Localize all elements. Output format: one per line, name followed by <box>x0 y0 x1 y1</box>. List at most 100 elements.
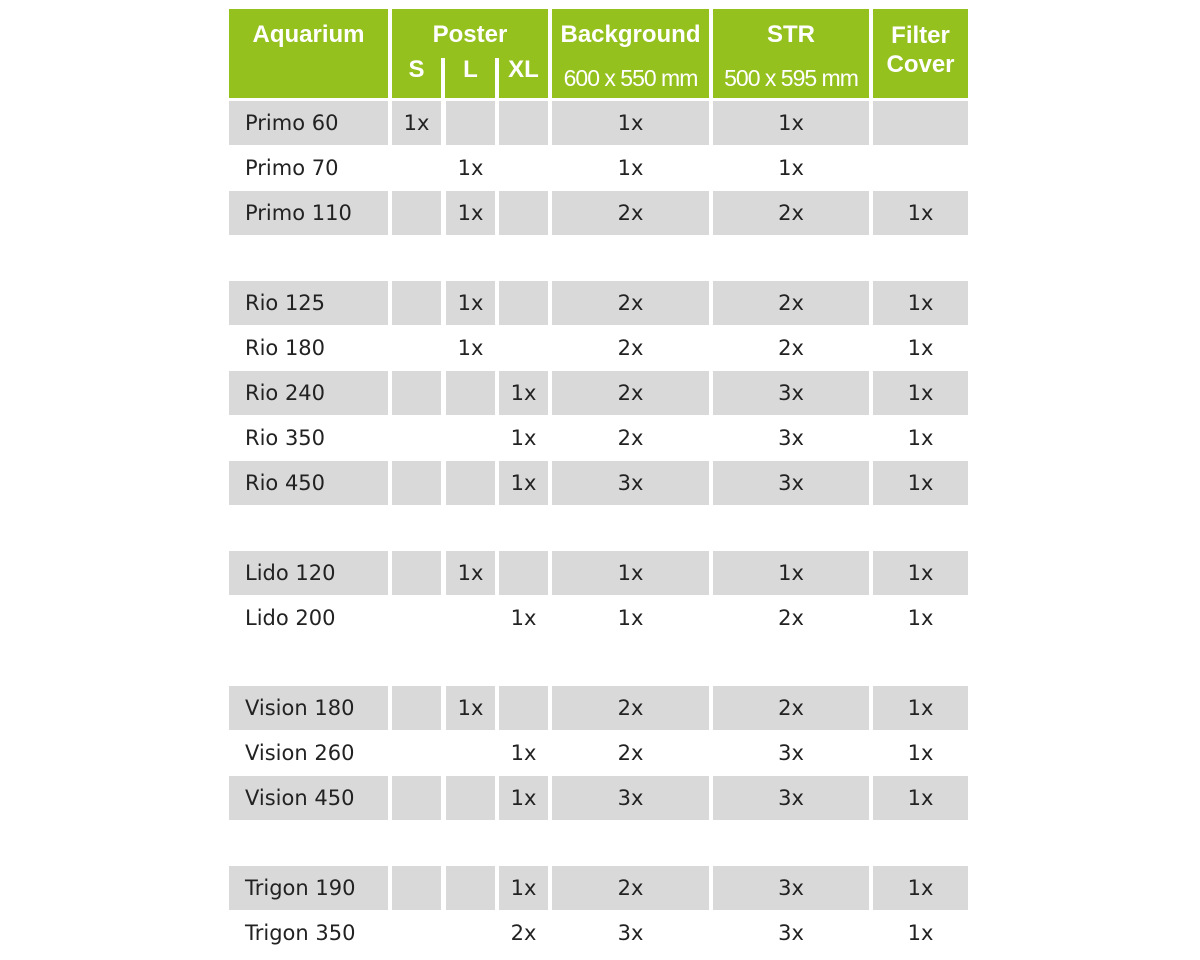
cell-xl <box>499 191 548 235</box>
header-poster: Poster <box>392 9 548 98</box>
cell-filter: 1x <box>873 371 968 415</box>
cell-l: 1x <box>446 686 495 730</box>
header-background: Background 600 x 550 mm <box>552 9 709 98</box>
cell-s <box>392 416 441 460</box>
cell-l <box>446 731 495 775</box>
cell-xl <box>499 101 548 145</box>
cell-str: 1x <box>778 156 804 180</box>
header-str-size: 500 x 595 mm <box>724 65 859 91</box>
cell-filter <box>873 101 968 145</box>
cell-background: 2x <box>552 686 709 730</box>
cell-xl: 1x <box>499 776 548 820</box>
cell-filter: 1x <box>907 426 934 450</box>
cell-background: 1x <box>552 101 709 145</box>
cell-str: 3x <box>713 371 869 415</box>
cell-xl: 1x <box>499 866 548 910</box>
cell-str: 2x <box>713 686 869 730</box>
header-poster-xl: XL <box>508 56 539 83</box>
cell-s <box>392 596 441 640</box>
cell-str: 2x <box>713 191 869 235</box>
cell-l <box>446 776 495 820</box>
cell-xl <box>499 551 548 595</box>
header-background-label: Background <box>560 21 701 48</box>
cell-background: 2x <box>552 371 709 415</box>
cell-background: 1x <box>617 156 644 180</box>
cell-xl: 1x <box>499 371 548 415</box>
cell-filter: 1x <box>873 461 968 505</box>
cell-filter: 1x <box>873 686 968 730</box>
cell-filter: 1x <box>873 281 968 325</box>
cell-s <box>392 731 441 775</box>
cell-s <box>392 326 441 370</box>
cell-background: 2x <box>552 191 709 235</box>
cell-s <box>392 281 441 325</box>
cell-background: 2x <box>617 336 644 360</box>
cell-l <box>446 911 495 955</box>
cell-xl: 1x <box>510 426 537 450</box>
cell-s: 1x <box>392 101 441 145</box>
aquarium-name-cell: Primo 70 <box>245 156 339 180</box>
cell-str: 3x <box>778 426 804 450</box>
aquarium-name-cell: Vision 180 <box>229 686 388 730</box>
cell-s <box>392 776 441 820</box>
cell-l: 1x <box>446 191 495 235</box>
cell-l <box>446 596 495 640</box>
cell-background: 3x <box>552 461 709 505</box>
cell-s <box>392 371 441 415</box>
header-filter-cover-label: Filter Cover <box>886 22 955 78</box>
cell-l: 1x <box>446 281 495 325</box>
cell-str: 3x <box>713 776 869 820</box>
aquarium-name-cell: Primo 60 <box>229 101 388 145</box>
cell-s <box>392 686 441 730</box>
header-aquarium-label: Aquarium <box>252 21 365 48</box>
cell-filter: 1x <box>873 866 968 910</box>
aquarium-name-cell: Lido 120 <box>229 551 388 595</box>
cell-str: 3x <box>713 866 869 910</box>
header-str: STR 500 x 595 mm <box>713 9 869 98</box>
cell-filter: 1x <box>907 606 934 630</box>
aquarium-name-cell: Rio 450 <box>229 461 388 505</box>
cell-filter: 1x <box>873 551 968 595</box>
cell-l: 1x <box>457 156 484 180</box>
cell-background: 3x <box>617 921 644 945</box>
cell-s <box>392 461 441 505</box>
header-str-label: STR <box>767 21 815 48</box>
aquarium-name-cell: Rio 125 <box>229 281 388 325</box>
cell-background: 2x <box>552 866 709 910</box>
cell-filter: 1x <box>907 336 934 360</box>
header-filter-cover: Filter Cover <box>873 9 968 98</box>
cell-l <box>446 866 495 910</box>
header-poster-label: Poster <box>432 21 508 48</box>
header-divider <box>441 58 445 98</box>
cell-background: 3x <box>552 776 709 820</box>
cell-str: 1x <box>713 551 869 595</box>
cell-filter: 1x <box>873 191 968 235</box>
header-aquarium: Aquarium <box>229 9 388 98</box>
cell-xl <box>499 326 548 370</box>
header-divider <box>495 58 499 98</box>
aquarium-name-cell: Rio 350 <box>245 426 326 450</box>
cell-xl: 1x <box>510 606 537 630</box>
cell-xl: 1x <box>499 461 548 505</box>
cell-s <box>392 551 441 595</box>
cell-filter <box>873 146 968 190</box>
cell-filter: 1x <box>907 921 934 945</box>
cell-str: 3x <box>713 461 869 505</box>
cell-l: 1x <box>457 336 484 360</box>
cell-l <box>446 101 495 145</box>
cell-filter: 1x <box>873 776 968 820</box>
cell-background: 1x <box>552 551 709 595</box>
aquarium-name-cell: Vision 450 <box>229 776 388 820</box>
cell-s <box>392 191 441 235</box>
cell-background: 2x <box>552 281 709 325</box>
cell-xl: 1x <box>510 741 537 765</box>
cell-background: 1x <box>617 606 644 630</box>
cell-s <box>392 866 441 910</box>
cell-str: 1x <box>713 101 869 145</box>
cell-xl <box>499 146 548 190</box>
aquarium-name-cell: Trigon 190 <box>229 866 388 910</box>
cell-str: 2x <box>713 281 869 325</box>
cell-xl <box>499 686 548 730</box>
cell-str: 2x <box>778 336 804 360</box>
header-poster-s: S <box>408 56 425 83</box>
